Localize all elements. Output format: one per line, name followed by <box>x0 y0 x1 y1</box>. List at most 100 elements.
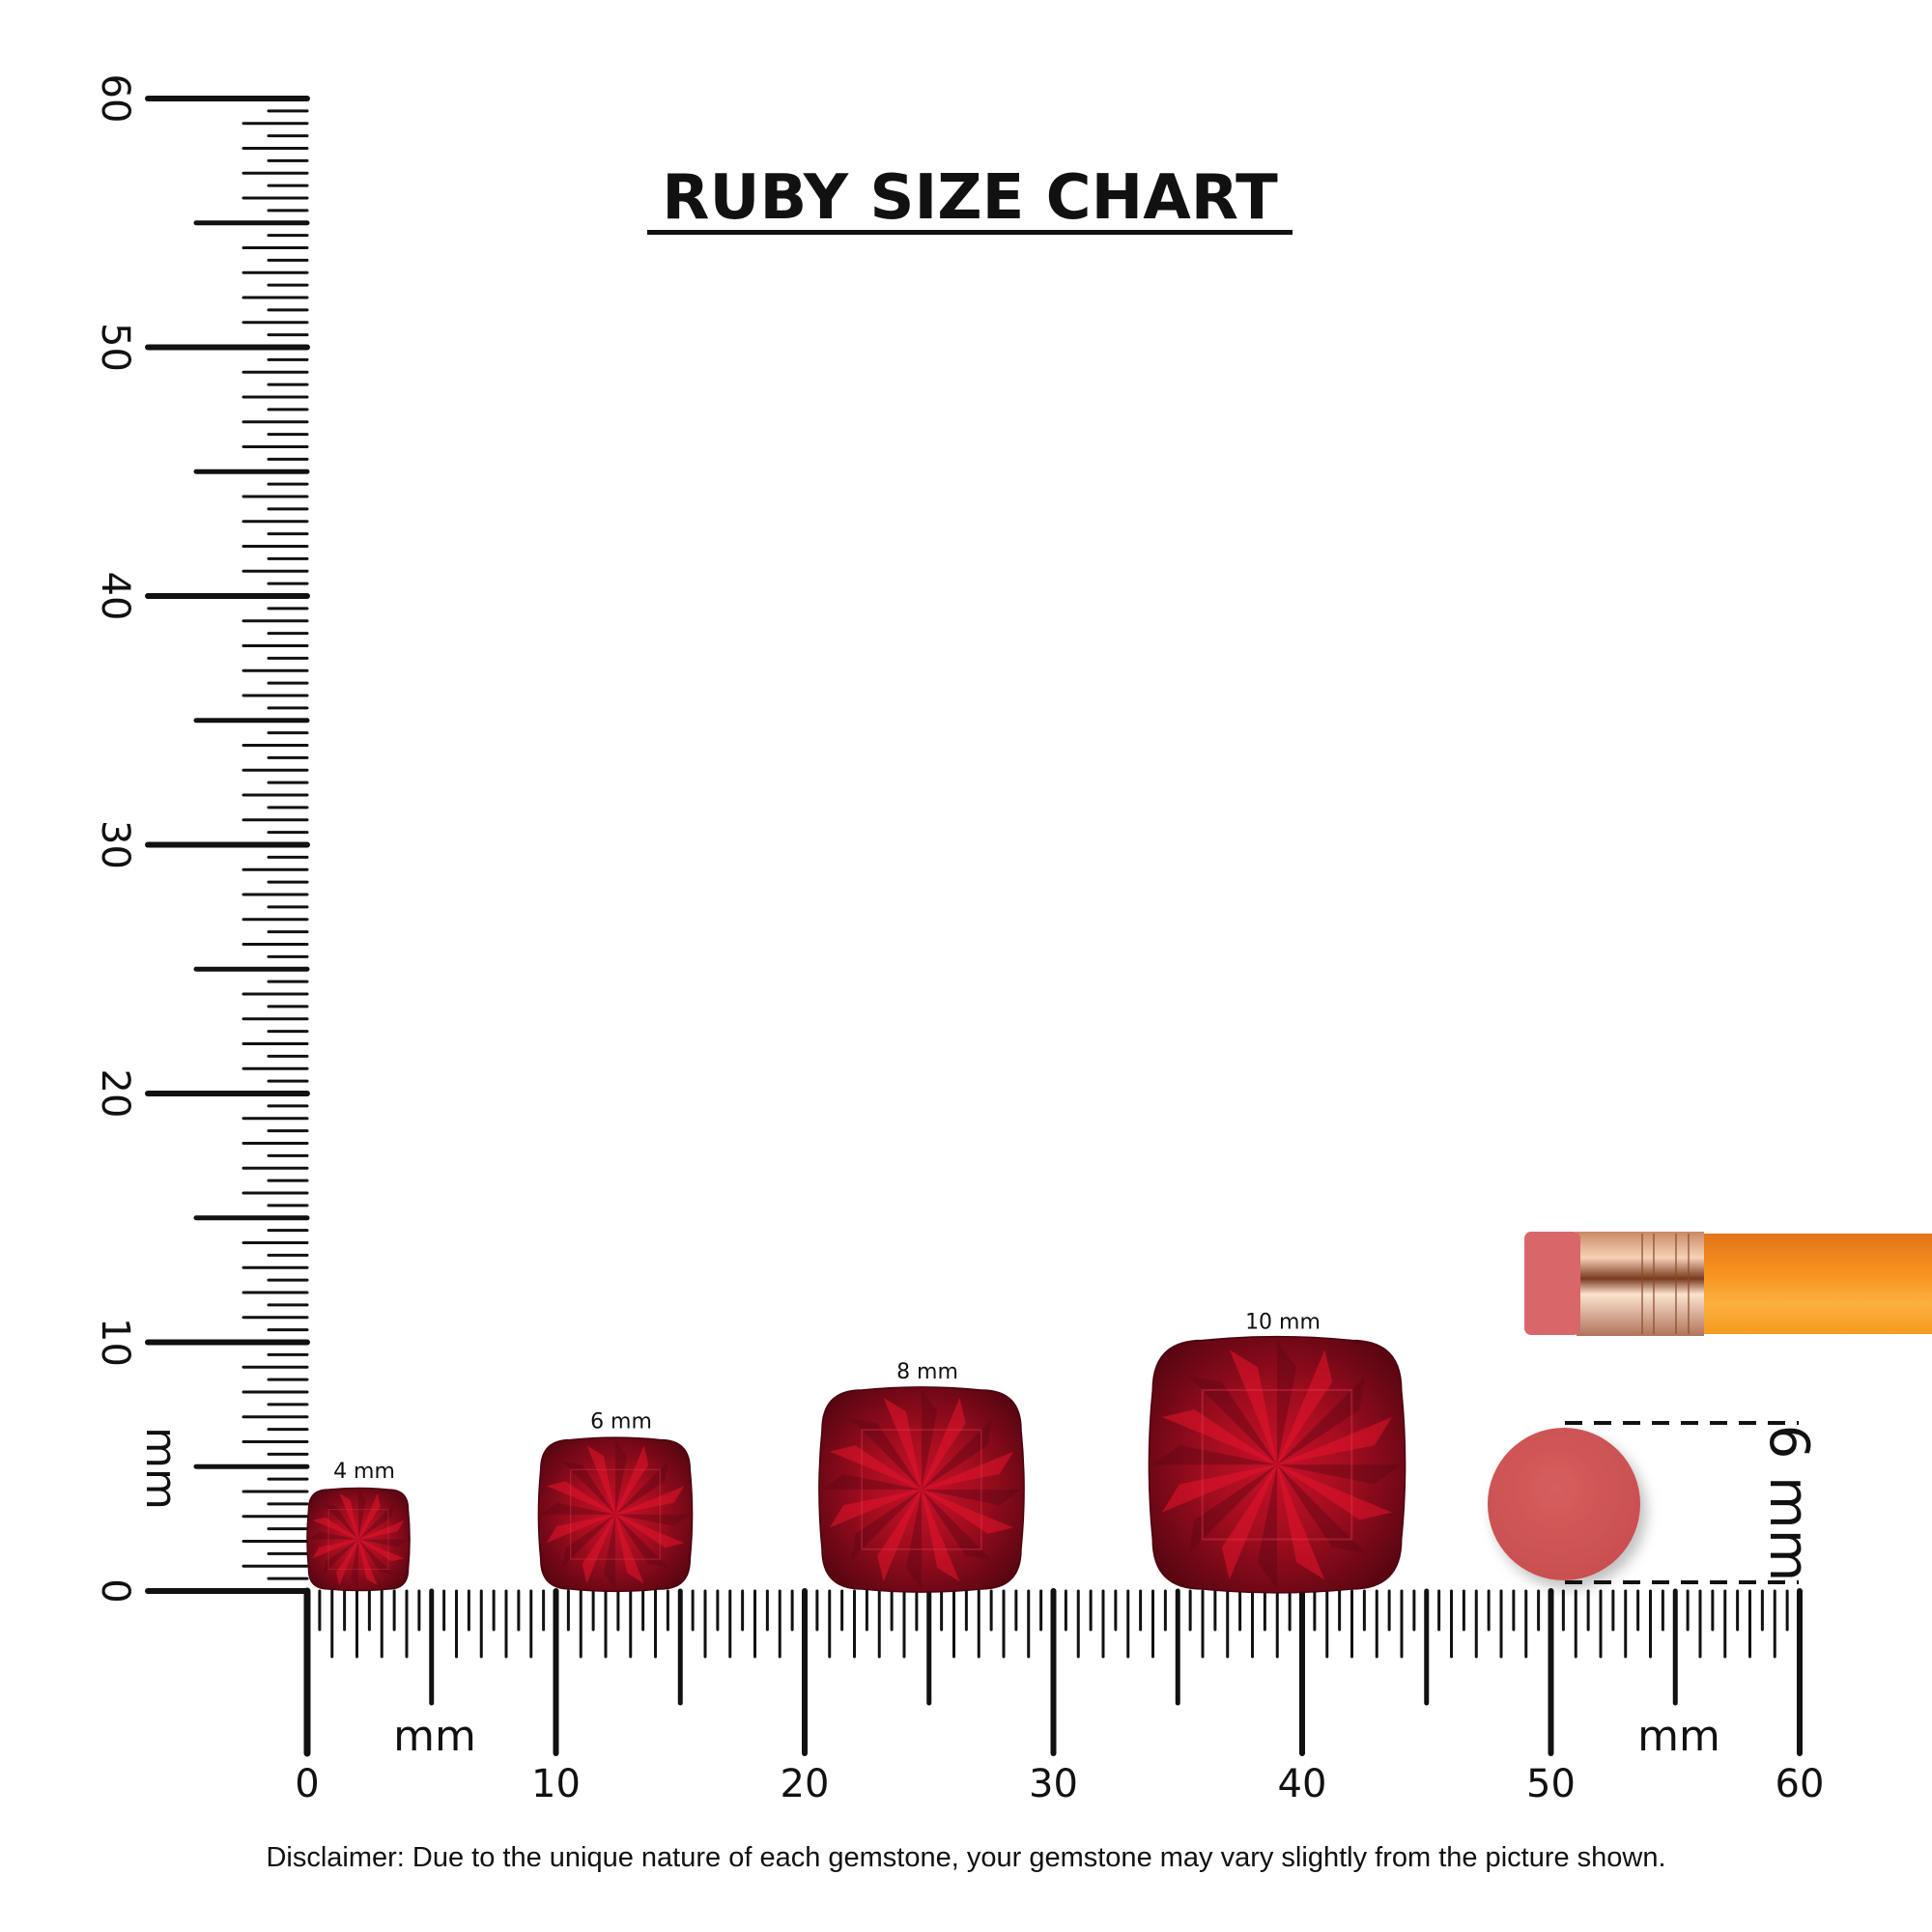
facet <box>615 1486 685 1515</box>
facet <box>540 1502 615 1515</box>
ruby-gem-8mm: 8 mm <box>818 1360 1025 1593</box>
table-facet <box>327 1509 389 1570</box>
facet <box>851 1490 922 1560</box>
facet <box>615 1445 649 1515</box>
facet <box>877 1490 922 1582</box>
ruby-gem-4mm: 4 mm <box>306 1460 411 1592</box>
facet <box>922 1490 992 1560</box>
facet <box>922 1397 966 1490</box>
table-facet <box>570 1468 661 1560</box>
gem-size-label: 8 mm <box>896 1360 958 1384</box>
ruby-outline <box>537 1436 694 1593</box>
facet <box>603 1514 615 1589</box>
x-tick-label: 60 <box>1776 1762 1825 1806</box>
facet <box>1257 1464 1277 1589</box>
facet <box>1162 1409 1277 1465</box>
eraser-circle <box>1488 1428 1640 1580</box>
facet <box>339 1492 358 1540</box>
ruby-gem-10mm: 10 mm <box>1148 1311 1406 1594</box>
ruby-cushion-shape <box>818 1386 1025 1593</box>
facet <box>905 1490 922 1589</box>
facet <box>615 1514 691 1526</box>
facet <box>562 1514 615 1568</box>
facet <box>615 1514 668 1568</box>
y-tick-label: 0 <box>93 1578 137 1603</box>
y-tick-label: 60 <box>93 74 137 124</box>
horizontal-ruler <box>303 1587 1803 1757</box>
y-tick-label: 30 <box>93 820 137 869</box>
facet <box>323 1539 358 1575</box>
facet <box>350 1539 358 1589</box>
facet <box>358 1539 378 1586</box>
horizontal-ruler-labels: 0 10 20 30 40 50 60 <box>295 1762 1824 1806</box>
facet <box>1188 1464 1277 1553</box>
x-tick-label: 0 <box>295 1762 319 1806</box>
facet <box>829 1490 922 1528</box>
table-facet <box>1201 1388 1353 1541</box>
facet <box>1277 1350 1333 1465</box>
facet <box>1162 1464 1277 1513</box>
facet <box>615 1462 668 1515</box>
facet <box>1229 1350 1277 1465</box>
gem-size-label: 10 mm <box>1245 1311 1321 1335</box>
facet <box>829 1445 922 1490</box>
facet <box>312 1539 358 1559</box>
facet <box>582 1514 615 1584</box>
ruby-outline <box>818 1386 1025 1593</box>
chart-title: RUBY SIZE CHART <box>662 162 1278 234</box>
vertical-unit-label: mm <box>136 1427 185 1510</box>
title-underline <box>647 230 1293 235</box>
facet <box>1277 1464 1325 1580</box>
facet <box>922 1490 960 1582</box>
table-facet <box>861 1429 982 1550</box>
y-tick-label: 50 <box>93 323 137 372</box>
facet <box>546 1481 615 1515</box>
horizontal-unit-label-left: mm <box>393 1712 476 1761</box>
x-tick-label: 40 <box>1278 1762 1327 1806</box>
facet <box>851 1419 922 1490</box>
facet <box>822 1473 922 1490</box>
ferrule-rings <box>1641 1234 1690 1334</box>
y-tick-label: 20 <box>93 1069 137 1119</box>
facet <box>312 1517 358 1540</box>
facet <box>1277 1377 1366 1465</box>
x-tick-label: 20 <box>781 1762 830 1806</box>
facet <box>358 1520 405 1540</box>
gem-size-label: 6 mm <box>590 1410 652 1435</box>
facet <box>1277 1340 1297 1465</box>
facet <box>1152 1445 1277 1465</box>
facet <box>358 1504 394 1540</box>
y-tick-label: 10 <box>93 1318 137 1367</box>
facet <box>562 1462 615 1515</box>
pencil-eraser <box>1524 1232 1580 1335</box>
facet <box>922 1490 1014 1534</box>
ruby-outline <box>306 1487 411 1592</box>
facet <box>586 1445 615 1515</box>
facet <box>308 1531 358 1540</box>
ruby-gem-6mm: 6 mm <box>537 1410 694 1593</box>
facet <box>336 1539 358 1586</box>
disclaimer-text: Disclaimer: Due to the unique nature of … <box>266 1842 1665 1873</box>
x-tick-label: 50 <box>1526 1762 1576 1806</box>
pencil-image <box>1524 1232 1932 1336</box>
facet <box>358 1490 367 1540</box>
gem-size-label: 4 mm <box>333 1460 395 1484</box>
vertical-ruler-labels: 0 10 20 30 40 50 60 <box>93 74 137 1604</box>
facet <box>1188 1377 1277 1465</box>
facet <box>922 1390 938 1490</box>
y-tick-label: 40 <box>93 572 137 621</box>
reference-eraser: 6 mm <box>1488 1421 1820 1584</box>
facet <box>323 1504 358 1540</box>
facet <box>883 1397 922 1490</box>
facet <box>1277 1416 1392 1465</box>
facet <box>1277 1464 1392 1520</box>
x-tick-label: 10 <box>531 1762 581 1806</box>
x-tick-label: 30 <box>1029 1762 1078 1806</box>
pencil-body <box>1700 1234 1932 1334</box>
gems-group: 4 mm 6 mm 8 mm 10 mm <box>306 1311 1406 1594</box>
pencil-ferrule <box>1577 1232 1704 1336</box>
horizontal-unit-label-right: mm <box>1637 1712 1720 1761</box>
facet <box>358 1539 405 1562</box>
vertical-ruler <box>145 96 310 1594</box>
facet <box>922 1451 1014 1490</box>
